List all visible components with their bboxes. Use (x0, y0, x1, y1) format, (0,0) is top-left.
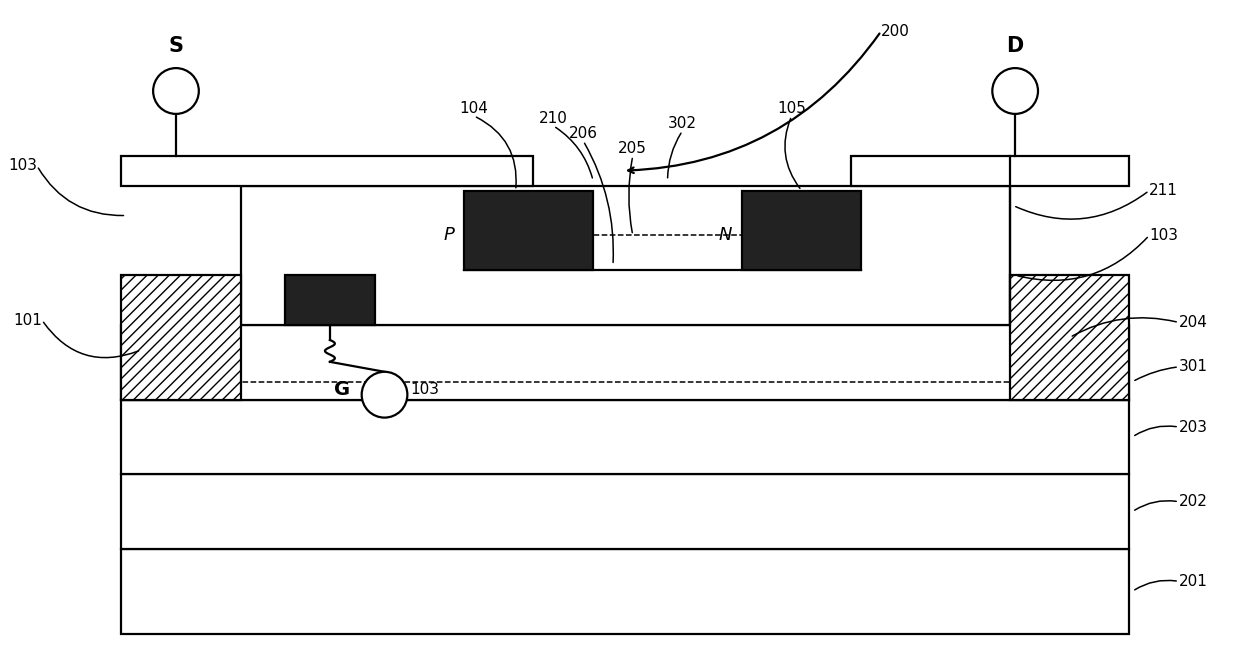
Text: 301: 301 (1179, 359, 1208, 374)
Bar (852, 156, 1130, 186)
Bar (122, 400, 1130, 474)
Text: 202: 202 (1179, 494, 1208, 509)
Bar (122, 275, 241, 400)
Bar (285, 275, 374, 325)
Bar (122, 474, 1130, 549)
Text: 211: 211 (1149, 183, 1178, 198)
Text: 201: 201 (1179, 574, 1208, 589)
Text: 103: 103 (1149, 228, 1178, 243)
Bar (464, 190, 593, 270)
Bar (122, 325, 1130, 400)
Text: 204: 204 (1179, 315, 1208, 330)
Text: G: G (334, 380, 350, 399)
Bar (122, 156, 533, 186)
Circle shape (153, 68, 198, 114)
Text: 203: 203 (1179, 419, 1208, 435)
Text: D: D (1007, 36, 1024, 56)
Bar (742, 190, 862, 270)
Text: P: P (443, 226, 454, 244)
Text: 104: 104 (460, 101, 489, 116)
Text: 210: 210 (539, 111, 568, 126)
Text: 200: 200 (882, 24, 910, 39)
Bar (122, 549, 1130, 634)
Text: 101: 101 (14, 313, 42, 328)
Text: 206: 206 (569, 126, 598, 141)
Text: 302: 302 (668, 116, 697, 131)
Text: 103: 103 (7, 158, 37, 173)
Circle shape (992, 68, 1038, 114)
Text: N: N (719, 226, 732, 244)
Text: 105: 105 (777, 101, 806, 116)
Circle shape (362, 372, 408, 417)
Bar (241, 186, 1011, 325)
Text: S: S (169, 36, 184, 56)
Bar (1011, 275, 1130, 400)
Text: 205: 205 (619, 141, 647, 156)
Text: 103: 103 (410, 382, 439, 397)
